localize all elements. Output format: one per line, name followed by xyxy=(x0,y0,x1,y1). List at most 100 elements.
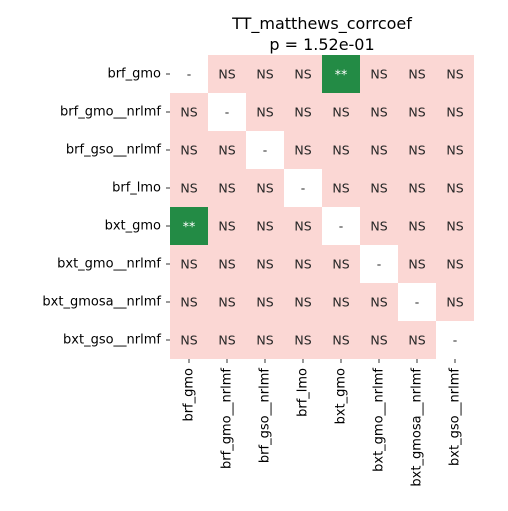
cell-annotation: NS xyxy=(256,333,273,348)
heatmap-cell xyxy=(208,131,246,169)
cell-annotation: NS xyxy=(218,67,235,82)
cell-annotation: NS xyxy=(180,295,197,310)
cell-annotation: - xyxy=(415,295,420,310)
cell-annotation: NS xyxy=(256,257,273,272)
cell-annotation: NS xyxy=(294,67,311,82)
heatmap-cell xyxy=(398,245,436,283)
heatmap-cell xyxy=(208,169,246,207)
cell-annotation: NS xyxy=(218,143,235,158)
row-tick-label: bxt_gmo xyxy=(105,219,161,234)
cell-annotation: - xyxy=(339,219,344,234)
row-tick-label: bxt_gso__nrlmf xyxy=(63,333,161,348)
heatmap-cell xyxy=(208,321,246,359)
cell-annotation: NS xyxy=(332,143,349,158)
cell-annotation: NS xyxy=(180,143,197,158)
cell-annotation: NS xyxy=(218,257,235,272)
heatmap-cell xyxy=(398,321,436,359)
cell-annotation: NS xyxy=(370,143,387,158)
cell-annotation: NS xyxy=(256,105,273,120)
heatmap-cell xyxy=(322,169,360,207)
cell-annotation: NS xyxy=(446,105,463,120)
heatmap-cell xyxy=(170,321,208,359)
heatmap-cell xyxy=(436,55,474,93)
cell-annotation: NS xyxy=(256,219,273,234)
heatmap-cell xyxy=(436,93,474,131)
heatmap-cell xyxy=(246,321,284,359)
row-tick-labels: brf_gmo brf_gmo__nrlmf brf_gso__nrlmf brf_l… xyxy=(42,67,170,348)
heatmap-cell xyxy=(170,283,208,321)
heatmap-cell xyxy=(284,245,322,283)
heatmap-cell xyxy=(322,93,360,131)
heatmap-cell xyxy=(284,131,322,169)
cell-annotation: NS xyxy=(408,105,425,120)
cell-annotation: NS xyxy=(294,295,311,310)
heatmap-cell xyxy=(170,207,208,245)
cell-annotation: NS xyxy=(332,257,349,272)
heatmap-cell xyxy=(360,321,398,359)
cell-annotation: NS xyxy=(446,295,463,310)
column-tick-label: bxt_gmo xyxy=(334,368,349,424)
heatmap-cell xyxy=(246,93,284,131)
cell-annotation: NS xyxy=(294,333,311,348)
heatmap-cell xyxy=(284,321,322,359)
column-tick-label: brf_gmo__nrlmf xyxy=(220,368,235,469)
heatmap-cell xyxy=(436,131,474,169)
chart-subtitle: p = 1.52e-01 xyxy=(269,35,374,54)
cell-annotation: NS xyxy=(218,295,235,310)
cell-annotation: NS xyxy=(332,105,349,120)
heatmap-cell xyxy=(398,207,436,245)
heatmap-cell xyxy=(436,321,474,359)
heatmap-cell xyxy=(360,131,398,169)
cell-annotation: NS xyxy=(408,143,425,158)
cell-annotation: NS xyxy=(408,67,425,82)
heatmap-cell xyxy=(208,245,246,283)
heatmap-cell xyxy=(246,283,284,321)
heatmap-cell xyxy=(284,93,322,131)
column-tick-label: bxt_gmosa__nrlmf xyxy=(410,368,425,487)
cell-annotation: ** xyxy=(335,67,348,82)
cell-annotation: NS xyxy=(446,143,463,158)
heatmap-cell xyxy=(246,207,284,245)
heatmap-cell xyxy=(208,55,246,93)
cell-annotation: NS xyxy=(446,67,463,82)
cell-annotation: NS xyxy=(180,105,197,120)
cell-annotation: NS xyxy=(370,333,387,348)
heatmap-cell xyxy=(284,283,322,321)
heatmap-cell xyxy=(360,245,398,283)
cell-annotation: NS xyxy=(256,181,273,196)
cell-annotation: - xyxy=(453,333,458,348)
heatmap-cell xyxy=(208,93,246,131)
cell-annotation: - xyxy=(187,67,192,82)
cell-annotation: NS xyxy=(370,105,387,120)
cell-annotation: NS xyxy=(446,257,463,272)
cell-annotation: NS xyxy=(180,257,197,272)
heatmap-cell xyxy=(208,207,246,245)
heatmap-cell xyxy=(322,207,360,245)
cell-annotation: NS xyxy=(370,181,387,196)
cell-annotation: NS xyxy=(294,105,311,120)
heatmap-cell xyxy=(360,283,398,321)
row-tick-label: brf_gso__nrlmf xyxy=(66,143,162,158)
heatmap-cell xyxy=(436,169,474,207)
heatmap-cell xyxy=(284,207,322,245)
cell-annotation: NS xyxy=(408,219,425,234)
heatmap-cell xyxy=(398,169,436,207)
heatmap-cell xyxy=(322,131,360,169)
cell-annotation: NS xyxy=(180,333,197,348)
cell-annotation: NS xyxy=(332,295,349,310)
column-tick-label: bxt_gso__nrlmf xyxy=(448,368,463,466)
column-tick-label: brf_lmo xyxy=(296,368,311,417)
heatmap-cell xyxy=(436,283,474,321)
cell-annotation: - xyxy=(225,105,230,120)
heatmap-cell xyxy=(322,283,360,321)
heatmap-cells: - NS NS NS ** NS NS NS NS - NS NS NS NS NS NS NS NS - NS NS N… xyxy=(170,55,474,359)
heatmap-cell xyxy=(436,207,474,245)
chart-title: TT_matthews_corrcoef xyxy=(231,14,412,34)
row-tick-label: brf_lmo xyxy=(112,181,161,196)
cell-annotation: NS xyxy=(256,67,273,82)
cell-annotation: NS xyxy=(332,181,349,196)
heatmap-cell xyxy=(360,169,398,207)
heatmap-cell xyxy=(246,169,284,207)
cell-annotation: NS xyxy=(408,257,425,272)
